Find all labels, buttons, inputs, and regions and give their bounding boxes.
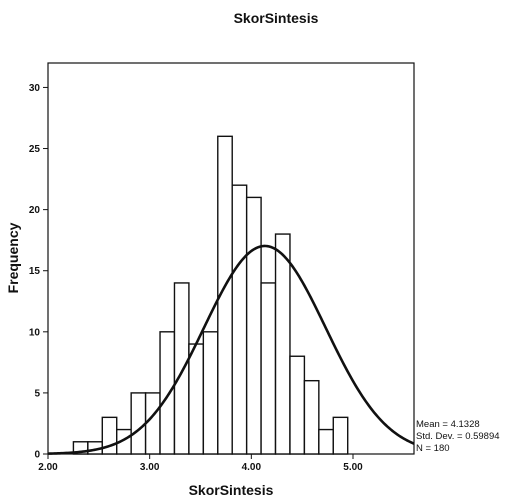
stat-std-dev: Std. Dev. = 0.59894 <box>416 431 500 442</box>
y-tick-label-5: 25 <box>29 144 41 155</box>
y-axis: 0 5 10 15 20 25 30 <box>29 83 48 461</box>
x-tick-label-2: 4.00 <box>242 462 262 473</box>
y-tick-label-0: 0 <box>34 450 40 461</box>
histogram-bar-13 <box>260 282 277 455</box>
y-axis-title: Frequency <box>5 222 21 293</box>
histogram-bar-15 <box>289 355 306 455</box>
bars-group <box>72 135 349 455</box>
y-tick-label-6: 30 <box>29 83 41 94</box>
histogram-bar-9 <box>202 331 219 455</box>
stat-n: N = 180 <box>416 443 450 454</box>
y-tick-label-3: 15 <box>29 266 41 277</box>
x-tick-label-0: 2.00 <box>38 462 58 473</box>
histogram-bar-7 <box>173 282 190 455</box>
histogram-bar-4 <box>130 392 147 455</box>
histogram-bar-18 <box>332 416 349 455</box>
histogram-bar-16 <box>303 379 320 455</box>
histogram-bar-14 <box>274 233 291 455</box>
histogram-bar-5 <box>144 392 161 455</box>
y-tick-label-2: 10 <box>29 327 41 338</box>
x-tick-label-3: 5.00 <box>343 462 363 473</box>
y-tick-label-1: 5 <box>34 388 40 399</box>
histogram-bar-6 <box>159 331 176 455</box>
x-axis-title: SkorSintesis <box>189 482 274 498</box>
normal-curve <box>47 244 415 455</box>
histogram-bar-8 <box>188 343 205 455</box>
y-tick-label-4: 20 <box>29 205 41 216</box>
histogram-bar-12 <box>245 196 262 455</box>
chart-title: SkorSintesis <box>234 10 319 26</box>
histogram-bar-17 <box>318 428 334 455</box>
x-tick-label-1: 3.00 <box>140 462 160 473</box>
stat-mean: Mean = 4.1328 <box>416 419 480 430</box>
x-axis: 2.00 3.00 4.00 5.00 <box>38 454 363 473</box>
histogram-bar-11 <box>231 184 248 455</box>
